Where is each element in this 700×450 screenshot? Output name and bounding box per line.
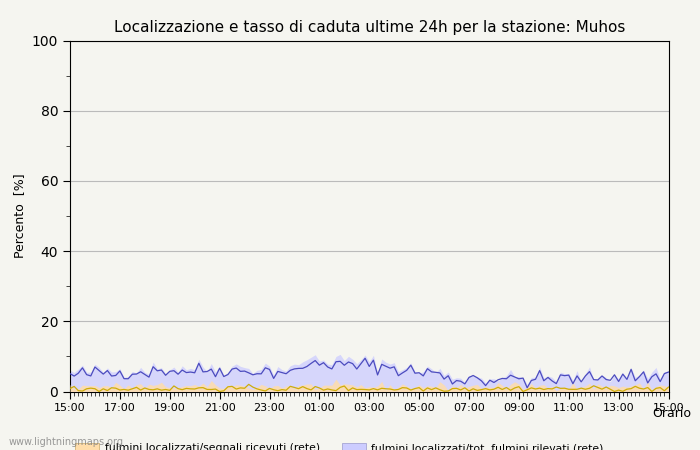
Text: Orario: Orario (652, 407, 692, 420)
Title: Localizzazione e tasso di caduta ultime 24h per la stazione: Muhos: Localizzazione e tasso di caduta ultime … (113, 20, 625, 35)
Legend: fulmini localizzati/segnali ricevuti (rete), fulmini localizzati/segnali ricevut: fulmini localizzati/segnali ricevuti (re… (76, 442, 617, 450)
Y-axis label: Percento  [%]: Percento [%] (13, 174, 27, 258)
Text: www.lightningmaps.org: www.lightningmaps.org (8, 436, 123, 446)
